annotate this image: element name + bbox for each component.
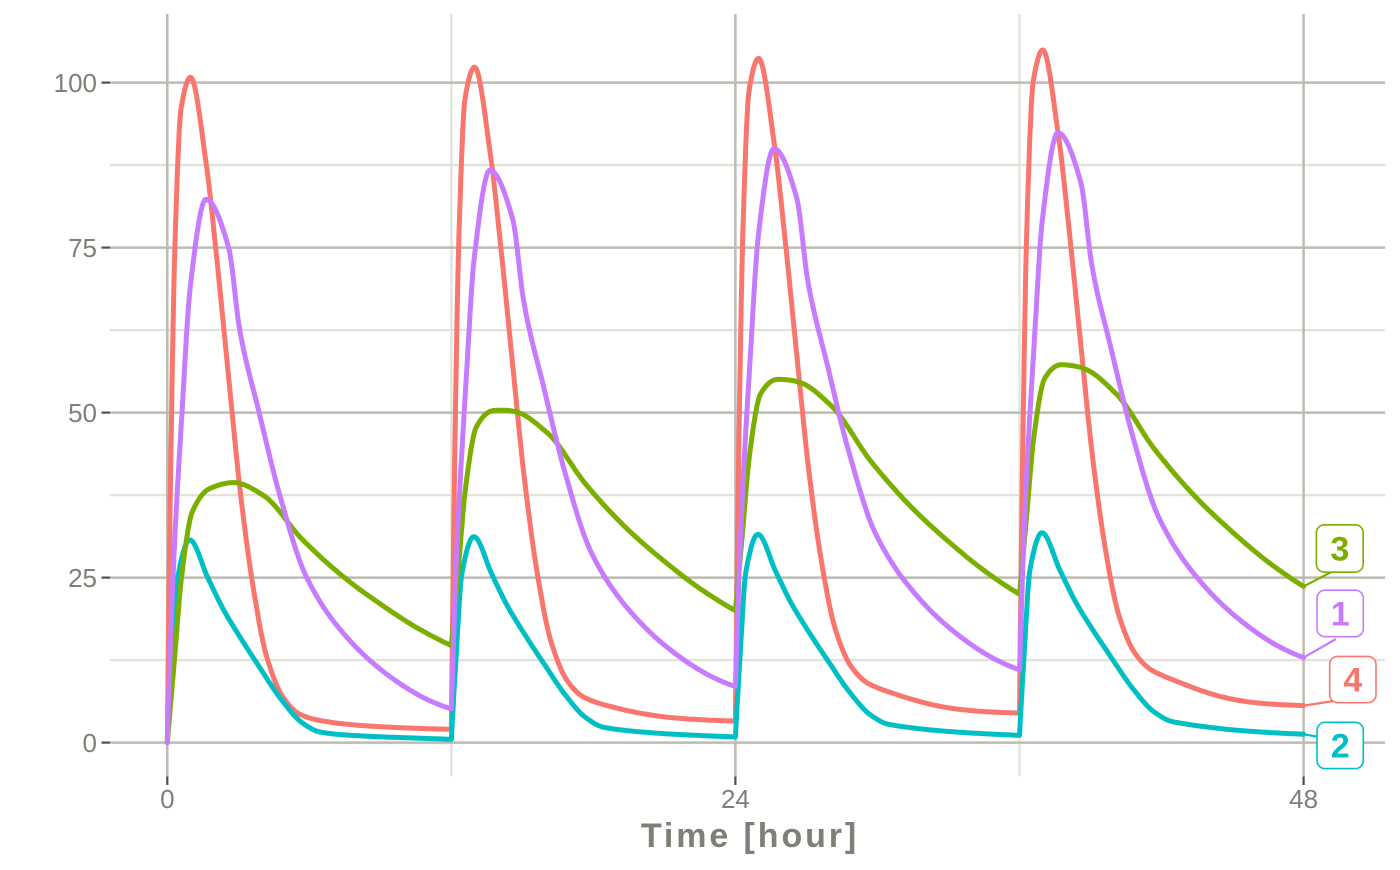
svg-text:3: 3 [1330,531,1349,569]
svg-text:Time [hour]: Time [hour] [641,817,859,855]
svg-text:0: 0 [160,784,174,814]
svg-text:24: 24 [721,784,750,814]
svg-text:25: 25 [68,563,97,593]
svg-text:100: 100 [54,68,97,98]
svg-text:75: 75 [68,233,97,263]
svg-text:1: 1 [1331,595,1350,633]
svg-text:4: 4 [1343,662,1362,700]
svg-text:48: 48 [1289,784,1318,814]
svg-text:2: 2 [1331,727,1350,765]
svg-text:0: 0 [83,728,97,758]
svg-text:50: 50 [68,398,97,428]
